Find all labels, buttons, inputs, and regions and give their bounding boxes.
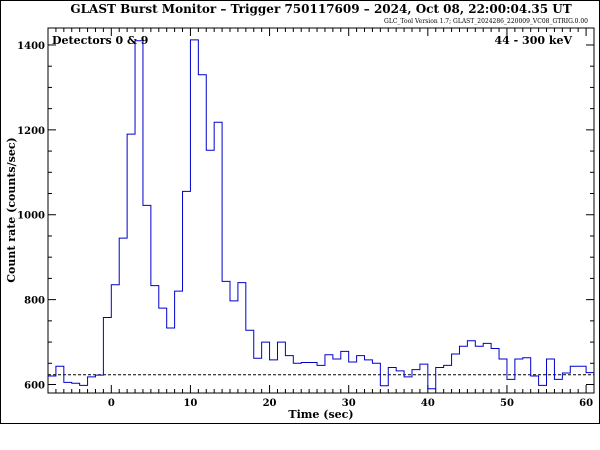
y-axis-label: Count rate (counts/sec) [5, 137, 18, 282]
chart-title: GLAST Burst Monitor – Trigger 750117609 … [70, 2, 571, 16]
detectors-label: Detectors 0 & 9 [52, 34, 148, 47]
page-border [0, 0, 600, 424]
energy-range-label: 44 - 300 keV [495, 34, 573, 47]
x-tick-label: 60 [579, 398, 593, 409]
count-rate-series [48, 39, 594, 390]
y-tick-label: 1200 [17, 126, 45, 137]
y-tick-label: 800 [24, 296, 45, 307]
x-tick-label: 0 [108, 398, 115, 409]
x-tick-label: 30 [342, 398, 356, 409]
plot-frame [47, 27, 595, 394]
y-tick-label: 600 [24, 381, 45, 392]
y-tick-label: 1400 [17, 41, 45, 52]
y-tick-label: 1000 [17, 211, 45, 222]
x-tick-label: 40 [421, 398, 435, 409]
x-axis-label: Time (sec) [288, 408, 353, 421]
chart-subtitle: GLC_Tool Version 1.7; GLAST_2024286_2200… [384, 18, 588, 25]
x-tick-label: 20 [263, 398, 277, 409]
x-tick-label: 50 [500, 398, 514, 409]
x-tick-label: 10 [183, 398, 197, 409]
